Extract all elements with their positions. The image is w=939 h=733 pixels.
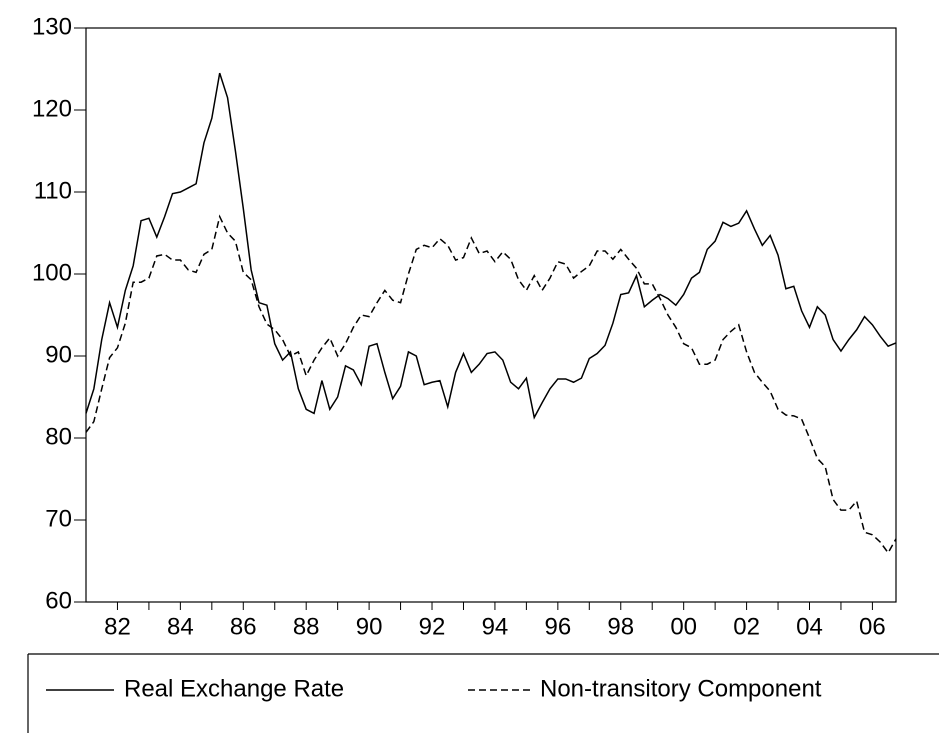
x-tick-label: 88 <box>293 613 320 640</box>
y-tick-label: 70 <box>45 505 72 532</box>
y-tick-label: 120 <box>32 95 72 122</box>
x-tick-label: 06 <box>859 613 886 640</box>
series-line <box>85 214 897 555</box>
x-tick-label: 94 <box>482 613 509 640</box>
x-tick-label: 04 <box>796 613 823 640</box>
x-tick-label: 96 <box>544 613 571 640</box>
legend-box <box>27 653 939 733</box>
series-line <box>85 72 897 420</box>
y-tick-label: 90 <box>45 341 72 368</box>
y-tick-label: 100 <box>32 259 72 286</box>
plot-frame <box>85 27 897 603</box>
x-tick-label: 02 <box>733 613 760 640</box>
y-tick-label: 60 <box>45 587 72 614</box>
y-tick-label: 110 <box>34 177 72 204</box>
x-tick-label: 92 <box>419 613 446 640</box>
y-tick-label: 130 <box>32 13 72 40</box>
x-tick-label: 86 <box>230 613 257 640</box>
x-tick-label: 00 <box>670 613 697 640</box>
x-tick-label: 82 <box>104 613 131 640</box>
legend-label: Real Exchange Rate <box>124 675 344 702</box>
y-tick-label: 80 <box>45 423 72 450</box>
x-tick-label: 84 <box>167 613 194 640</box>
x-tick-label: 98 <box>607 613 634 640</box>
x-tick-label: 90 <box>356 613 383 640</box>
legend-label: Non-transitory Component <box>540 675 822 702</box>
